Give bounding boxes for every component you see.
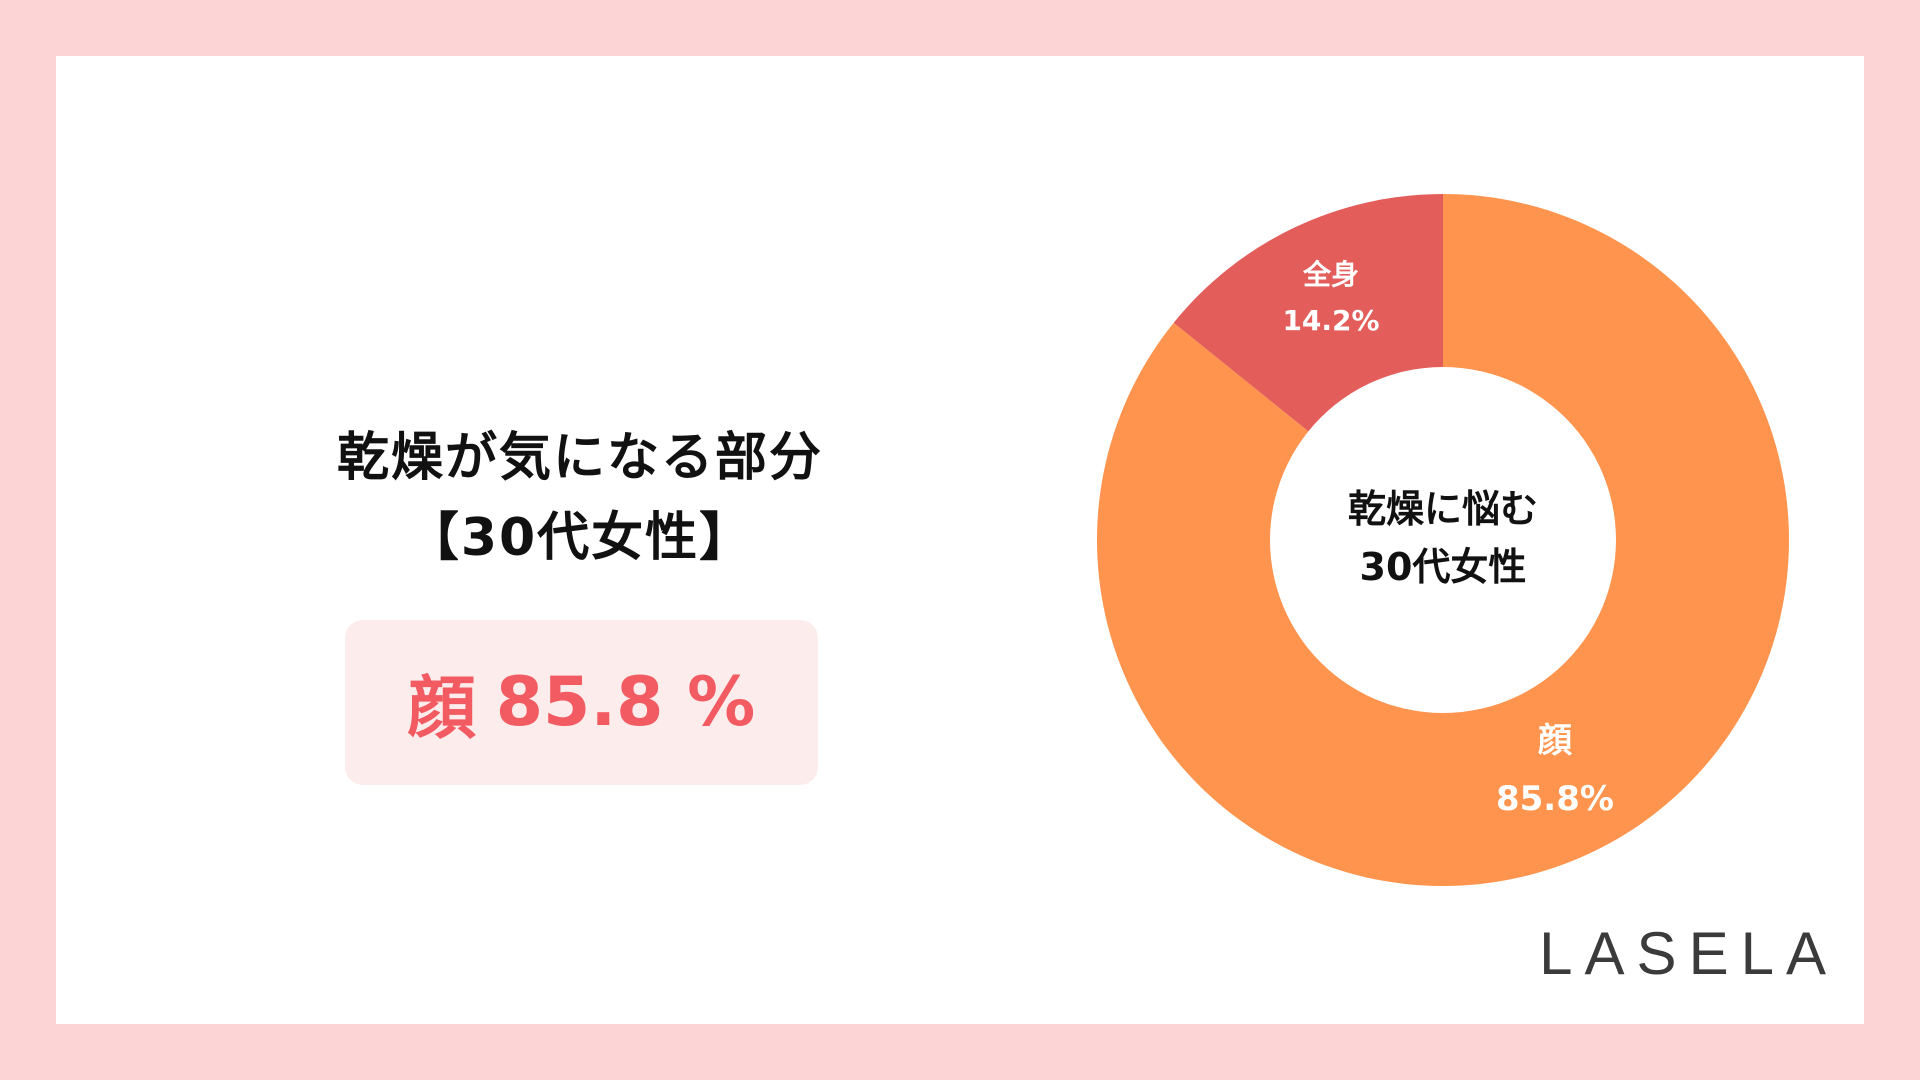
title-line-1: 乾燥が気になる部分: [336, 428, 823, 488]
slice-value-1: 85.8%: [1496, 779, 1614, 819]
highlight-result: 顔 85.8 %: [345, 620, 818, 785]
slice-value-0: 14.2%: [1282, 304, 1379, 337]
slice-1: [1097, 194, 1789, 887]
center-label-line-1: 乾燥に悩む: [1348, 487, 1538, 531]
brand-logo: LASELA: [1539, 920, 1838, 987]
slice-label-1: 顔: [1538, 721, 1572, 761]
center-label-line-2: 30代女性: [1360, 545, 1527, 589]
highlight-label: 顔: [407, 670, 476, 749]
slice-0: [1173, 194, 1443, 432]
highlight-value: 85.8 %: [495, 663, 756, 742]
slice-label-0: 全身: [1302, 258, 1359, 291]
page-title: 乾燥が気になる部分 【30代女性】: [220, 418, 940, 578]
title-line-2: 【30代女性】: [406, 508, 754, 568]
